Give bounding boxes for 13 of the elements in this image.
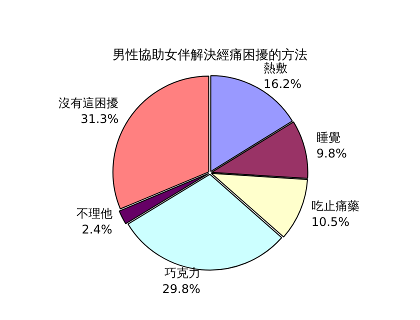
slice-label: 吃止痛藥: [311, 198, 360, 213]
slice-label: 睡覺: [316, 130, 340, 144]
slice-label: 熱敷: [263, 61, 288, 76]
data-label: 10.5%: [311, 214, 350, 229]
data-label: 2.4%: [82, 222, 112, 237]
slice-label: 巧克力: [164, 266, 200, 280]
chart-title: 男性協助女伴解決經痛困擾的方法: [112, 47, 308, 64]
data-label: 9.8%: [316, 146, 347, 160]
data-label: 29.8%: [162, 282, 200, 296]
data-label: 16.2%: [263, 77, 302, 92]
data-label: 31.3%: [80, 112, 119, 126]
slice-label: 沒有這困擾: [58, 96, 119, 110]
slice-label: 不理他: [76, 206, 112, 221]
